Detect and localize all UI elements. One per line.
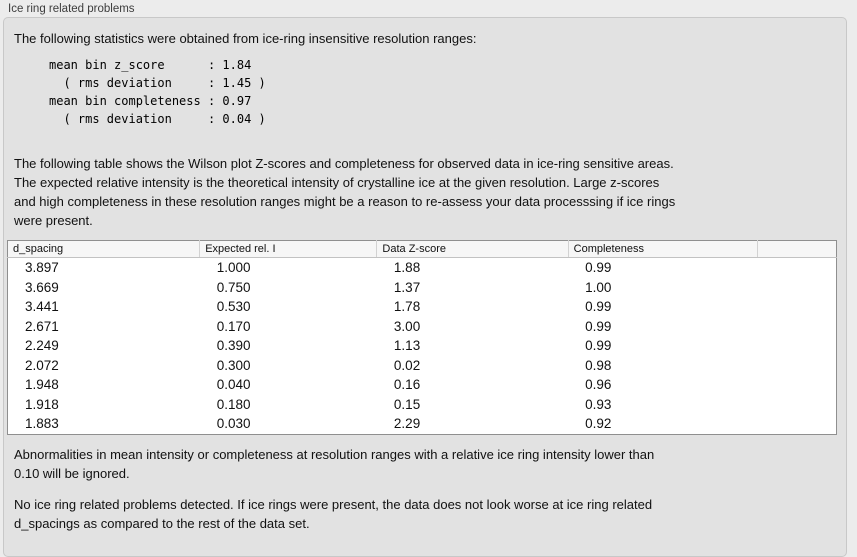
table-cell: 0.92: [585, 416, 612, 431]
table-cell: 3.669: [25, 279, 59, 295]
table-cell: 0.15: [393, 396, 421, 412]
table-cell: 0.300: [216, 357, 251, 373]
table-cell: 0.040: [216, 377, 251, 392]
table-cell: 1.88: [393, 260, 421, 275]
table-cell: 0.030: [216, 416, 251, 431]
table-cell: 0.98: [585, 357, 612, 373]
table-cell: 1.883: [25, 416, 59, 431]
table-cell: 1.918: [25, 396, 59, 412]
table-cell: 1.37: [393, 279, 421, 295]
table-row[interactable]: 2.072 0.300 0.02 0.98: [8, 356, 837, 376]
table-cell: 0.180: [216, 396, 251, 412]
table-cell: [757, 336, 836, 356]
table-cell: 1.000: [216, 260, 251, 275]
table-intro-text: The following table shows the Wilson plo…: [14, 156, 676, 228]
table-cell: [757, 395, 836, 415]
ice-ring-table: d_spacing Expected rel. I Data Z-score Comp…: [7, 240, 837, 435]
conclusion-text: No ice ring related problems detected. I…: [14, 497, 653, 531]
table-row[interactable]: 2.671 0.170 3.00 0.99: [8, 317, 837, 337]
table-cell: [757, 375, 836, 395]
table-cell: 1.78: [393, 299, 421, 314]
table-cell: [757, 414, 836, 434]
table-cell: 0.16: [393, 377, 421, 392]
table-cell: 3.441: [25, 299, 59, 314]
table-cell: [757, 317, 836, 337]
column-header: Expected rel. I: [199, 240, 378, 258]
table-cell: [757, 356, 836, 376]
table-cell: [757, 278, 836, 298]
table-cell: 0.93: [585, 396, 612, 412]
table-cell: 0.99: [585, 338, 612, 353]
table-cell: 0.750: [216, 279, 251, 295]
table-cell: 2.671: [25, 318, 59, 334]
table-header-row: d_spacing Expected rel. I Data Z-score Comp…: [7, 240, 837, 258]
table-cell: 2.072: [25, 357, 59, 373]
intro-text: The following statistics were obtained f…: [14, 31, 477, 46]
table-cell: 1.13: [393, 338, 421, 353]
table-cell: 0.99: [585, 260, 612, 275]
table-row[interactable]: 1.918 0.180 0.15 0.93: [8, 395, 837, 415]
table-cell: 0.390: [216, 338, 251, 353]
table-body: 3.897 1.000 1.88 0.99 3.669 0.750 1.37 1.00 3.44…: [8, 258, 837, 435]
table-cell: 0.96: [585, 377, 612, 392]
table-cell: 3.897: [25, 260, 59, 275]
table-cell: 0.99: [585, 318, 612, 334]
table-cell: 2.29: [393, 416, 421, 431]
table-row[interactable]: 3.897 1.000 1.88 0.99: [8, 258, 837, 278]
table-cell: 0.02: [393, 357, 421, 373]
table-row[interactable]: 2.249 0.390 1.13 0.99: [8, 336, 837, 356]
column-header: Completeness: [568, 240, 758, 258]
table-cell: 2.249: [25, 338, 59, 353]
table-cell: 0.170: [216, 318, 251, 334]
table-cell: [757, 297, 836, 317]
column-header: [757, 240, 837, 258]
table-row[interactable]: 3.441 0.530 1.78 0.99: [8, 297, 837, 317]
panel-title: Ice ring related problems: [8, 3, 135, 15]
table-row[interactable]: 1.883 0.030 2.29 0.92: [8, 414, 837, 434]
table-cell: 1.00: [585, 279, 612, 295]
table-cell: [757, 258, 836, 278]
ignore-note-text: Abnormalities in mean intensity or compl…: [14, 447, 655, 481]
column-header: d_spacing: [7, 240, 201, 258]
table-cell: 1.948: [25, 377, 59, 392]
table-row[interactable]: 3.669 0.750 1.37 1.00: [8, 278, 837, 298]
table-row[interactable]: 1.948 0.040 0.16 0.96: [8, 375, 837, 395]
table-cell: 0.530: [216, 299, 251, 314]
table-cell: 0.99: [585, 299, 612, 314]
stats-block: mean bin z_score : 1.84 ( rms deviation …: [49, 58, 266, 126]
column-header: Data Z-score: [376, 240, 569, 258]
table-cell: 3.00: [393, 318, 421, 334]
